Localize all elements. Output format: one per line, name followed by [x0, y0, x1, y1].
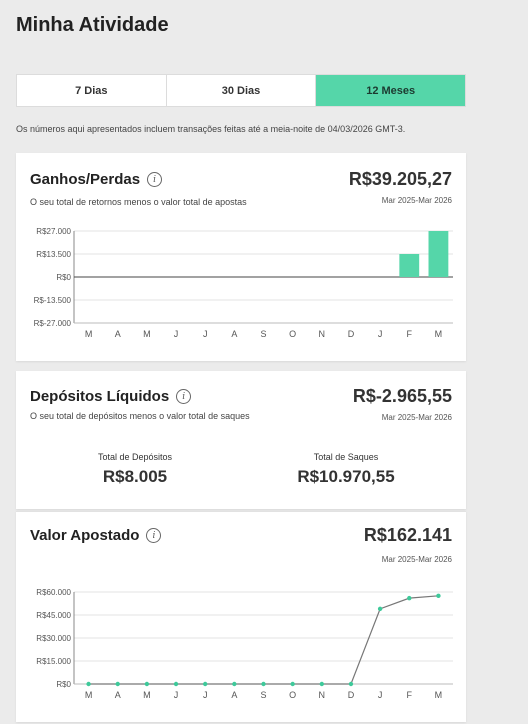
info-icon[interactable]: i	[176, 389, 192, 404]
bar	[399, 254, 420, 277]
x-tick-label: O	[289, 690, 296, 700]
ganhos-title-row: Ganhos/Perdas i	[30, 171, 163, 188]
x-tick-label: A	[115, 690, 121, 700]
x-tick-label: M	[435, 690, 443, 700]
info-icon[interactable]: i	[147, 172, 163, 187]
y-tick-label: R$60.000	[36, 588, 71, 597]
x-tick-label: F	[407, 329, 413, 339]
apostado-range: Mar 2025-Mar 2026	[381, 555, 452, 564]
x-tick-label: M	[85, 690, 93, 700]
total-depositos-value: R$8.005	[102, 467, 168, 486]
x-tick-label: M	[435, 329, 443, 339]
apostado-value: R$162.141	[363, 525, 452, 545]
x-tick-label: J	[203, 329, 208, 339]
info-icon[interactable]: i	[146, 528, 162, 543]
total-depositos-label: Total de Depósitos	[97, 452, 173, 462]
y-tick-label: R$0	[56, 273, 71, 282]
bar	[428, 231, 449, 277]
data-point	[86, 681, 91, 687]
ganhos-perdas-card: Ganhos/Perdas i O seu total de retornos …	[16, 153, 466, 361]
data-point	[115, 681, 120, 687]
x-tick-label: S	[260, 690, 266, 700]
y-tick-label: R$45.000	[36, 611, 71, 620]
data-point	[261, 681, 266, 687]
x-tick-label: J	[203, 690, 208, 700]
x-tick-label: J	[174, 690, 179, 700]
x-tick-label: A	[231, 690, 237, 700]
total-saques-label: Total de Saques	[313, 452, 379, 462]
depositos-title: Depósitos Líquidos	[30, 388, 170, 405]
x-tick-label: J	[378, 329, 383, 339]
x-tick-label: O	[289, 329, 296, 339]
x-tick-label: J	[174, 329, 179, 339]
series-line	[88, 595, 439, 685]
data-point	[348, 681, 354, 687]
tab-7-dias[interactable]: 7 Dias	[17, 75, 167, 106]
disclaimer-text: Os números aqui apresentados incluem tra…	[16, 124, 406, 134]
apostado-title-row: Valor Apostado i	[30, 527, 162, 544]
page-title: Minha Atividade	[16, 14, 169, 36]
x-tick-label: M	[143, 690, 151, 700]
data-point	[436, 593, 441, 599]
depositos-range: Mar 2025-Mar 2026	[381, 413, 452, 422]
ganhos-value: R$39.205,27	[348, 169, 452, 189]
y-tick-label: R$-27.000	[34, 319, 72, 328]
x-tick-label: N	[319, 329, 326, 339]
x-tick-label: M	[143, 329, 151, 339]
depositos-subtitle: O seu total de depósitos menos o valor t…	[30, 411, 250, 421]
depositos-value: R$-2.965,55	[352, 386, 452, 406]
total-saques-value: R$10.970,55	[297, 467, 395, 486]
x-tick-label: M	[85, 329, 93, 339]
x-tick-label: S	[260, 329, 266, 339]
ganhos-subtitle: O seu total de retornos menos o valor to…	[30, 197, 247, 207]
x-tick-label: D	[348, 329, 355, 339]
y-tick-label: R$0	[56, 680, 71, 689]
x-tick-label: F	[407, 690, 413, 700]
period-tabs: 7 Dias 30 Dias 12 Meses	[16, 74, 466, 107]
y-tick-label: R$-13.500	[34, 296, 72, 305]
x-tick-label: N	[319, 690, 326, 700]
y-tick-label: R$27.000	[36, 227, 71, 236]
tab-30-dias[interactable]: 30 Dias	[167, 75, 317, 106]
ganhos-title: Ganhos/Perdas	[30, 171, 141, 188]
data-point	[407, 595, 412, 601]
valor-apostado-card: Valor Apostado i R$162.141 Mar 2025-Mar …	[16, 511, 466, 722]
y-tick-label: R$15.000	[36, 657, 71, 666]
data-point	[202, 681, 208, 687]
data-point	[173, 681, 179, 687]
y-tick-label: R$30.000	[36, 634, 71, 643]
depositos-title-row: Depósitos Líquidos i	[30, 388, 192, 405]
y-tick-label: R$13.500	[36, 250, 71, 259]
tab-12-meses[interactable]: 12 Meses	[316, 75, 466, 106]
x-tick-label: D	[348, 690, 355, 700]
data-point	[377, 606, 383, 612]
x-tick-label: A	[231, 329, 237, 339]
data-point	[290, 681, 295, 687]
ganhos-range: Mar 2025-Mar 2026	[381, 196, 452, 205]
data-point	[144, 681, 150, 687]
apostado-line-chart: R$60.000 R$45.000 R$30.000 R$15.000 R$0 M A M J J…	[36, 588, 453, 700]
apostado-title: Valor Apostado	[30, 527, 140, 544]
ganhos-bar-chart: R$27.000 R$13.500 R$0 R$-13.500 R$-27.000 M A M…	[34, 227, 453, 339]
data-point	[232, 681, 237, 687]
x-tick-label: A	[115, 329, 121, 339]
depositos-card: Depósitos Líquidos i O seu total de depó…	[16, 371, 466, 509]
x-tick-label: J	[378, 690, 383, 700]
data-point	[319, 681, 325, 687]
